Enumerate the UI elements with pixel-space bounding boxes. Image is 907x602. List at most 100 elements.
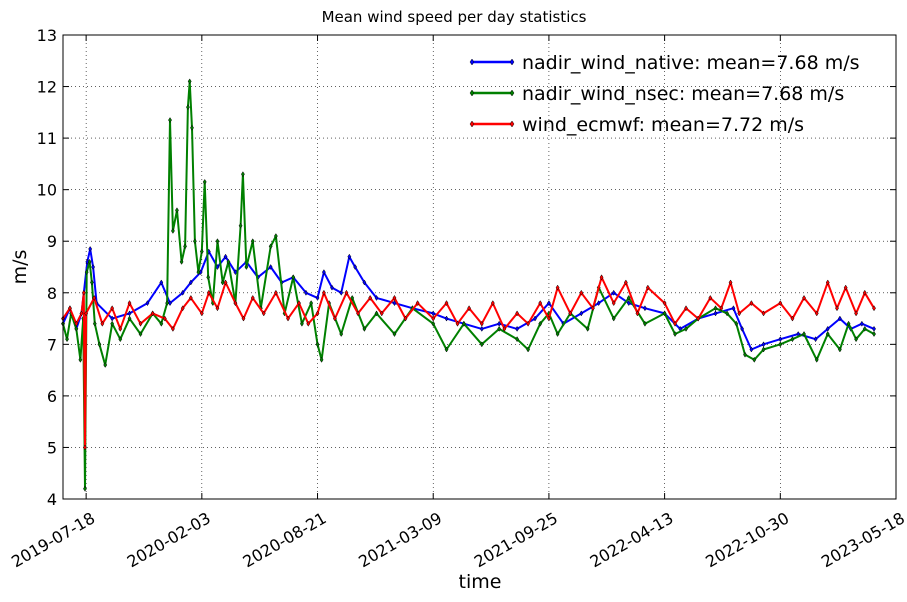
data-point [192,238,197,245]
data-point [872,305,876,312]
data-point [813,336,818,343]
y-tick-label: 11 [37,129,57,148]
y-tick-label: 8 [47,284,57,303]
data-point [835,305,839,312]
y-tick-label: 12 [37,78,57,97]
data-point [91,264,95,270]
data-point [374,310,379,317]
data-point [68,305,72,312]
x-tick-label: 2022-04-13 [587,508,677,571]
data-point [233,269,238,276]
data-point [180,289,185,296]
data-point [392,300,397,307]
data-point [662,300,667,307]
legend: nadir_wind_native: mean=7.68 m/s nadir_wi… [469,52,860,136]
data-point [286,315,290,322]
legend-marker [469,58,475,66]
data-point [859,320,864,327]
data-point [88,245,93,252]
data-point [497,325,502,332]
data-point [673,331,677,337]
legend-marker [469,89,475,97]
data-point [444,315,449,322]
data-point [455,320,460,327]
data-point [837,315,842,322]
data-point [356,310,360,317]
data-point [145,300,150,307]
data-point [502,325,507,332]
data-point [315,294,320,301]
series-2 [61,274,876,451]
legend-label: nadir_wind_native: mean=7.68 m/s [522,52,860,74]
data-point [713,310,718,317]
data-point [728,279,733,286]
data-point [190,124,194,131]
data-point [215,305,220,312]
data-point [97,341,102,348]
data-point [84,269,89,276]
data-point [81,289,86,296]
data-point [713,305,718,312]
legend-marker [509,58,515,66]
data-point [643,320,647,327]
data-point [319,356,324,363]
data-point [749,300,754,307]
data-point [268,264,273,270]
data-point [761,346,766,353]
data-point [339,289,344,296]
data-point [623,279,628,286]
data-point [187,78,192,85]
data-point [188,294,193,301]
x-tick-label: 2020-08-21 [240,508,330,571]
data-point [315,341,320,348]
series-line [62,248,875,351]
data-point [538,300,543,307]
data-point [223,253,228,260]
series-layer [61,78,876,492]
legend-label: nadir_wind_nsec: mean=7.68 m/s [522,83,844,105]
y-tick-label: 7 [47,335,57,354]
data-point [110,320,115,327]
data-point [362,279,367,286]
data-point [725,310,729,317]
data-point [626,294,631,301]
data-point [749,346,754,353]
data-point [444,300,449,307]
legend-entry: wind_ecmwf: mean=7.72 m/s [469,114,804,136]
data-point [374,294,379,301]
data-point [579,310,584,317]
data-point [596,300,601,307]
data-point [220,279,225,286]
data-point [79,310,84,317]
data-point [339,331,344,337]
y-tick-label: 10 [37,181,57,200]
data-point [238,222,243,229]
x-tick-label: 2019-07-18 [8,508,98,571]
data-point [291,274,296,281]
data-point [196,269,201,276]
data-point [843,284,848,291]
data-point [87,258,92,265]
data-point [215,238,220,245]
data-point [862,289,867,296]
series-line [62,80,875,490]
data-point [304,289,308,296]
data-point [186,104,190,111]
data-point [344,289,349,296]
data-point [92,320,97,327]
x-tick-label: 2020-02-03 [124,508,214,571]
data-point [368,294,373,301]
data-point [159,279,164,286]
legend-label: wind_ecmwf: mean=7.72 m/s [522,114,804,136]
data-point [110,305,115,312]
data-point [719,305,724,312]
data-point [778,341,783,348]
data-point [814,310,819,317]
x-tick-label: 2023-05-18 [818,508,907,571]
data-point [309,300,314,307]
data-point [74,320,79,327]
data-point [127,315,132,322]
y-tick-label: 6 [47,387,57,406]
series-line [62,276,875,449]
